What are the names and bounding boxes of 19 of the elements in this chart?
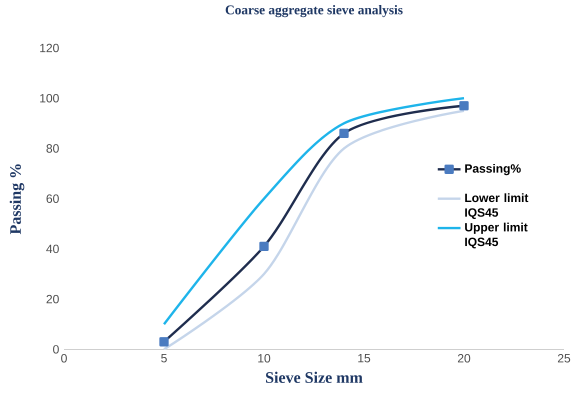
legend-label: Passing% [465, 164, 521, 176]
y-tick-label: 40 [46, 244, 59, 254]
x-tick-label: 25 [558, 354, 570, 363]
x-tick-label: 10 [258, 354, 270, 363]
x-tick-label: 0 [61, 354, 67, 363]
x-axis-title: Sieve Size mm [266, 372, 363, 384]
x-tick-label: 5 [161, 354, 167, 363]
y-tick-label: 0 [53, 345, 59, 354]
y-tick-label: 20 [46, 295, 59, 304]
legend-label: Upper limit IQS45 [465, 222, 528, 249]
chart-title: Coarse aggregate sieve analysis [226, 5, 403, 18]
x-tick-label: 20 [458, 354, 470, 363]
y-tick-label: 100 [40, 94, 59, 103]
y-tick-label: 120 [40, 44, 59, 52]
y-tick-label: 80 [46, 144, 59, 153]
y-axis-title: Passing % [10, 164, 24, 234]
x-tick-label: 15 [358, 354, 370, 363]
y-tick-label: 60 [46, 194, 59, 204]
legend-label: Lower limit IQS45 [465, 193, 528, 220]
